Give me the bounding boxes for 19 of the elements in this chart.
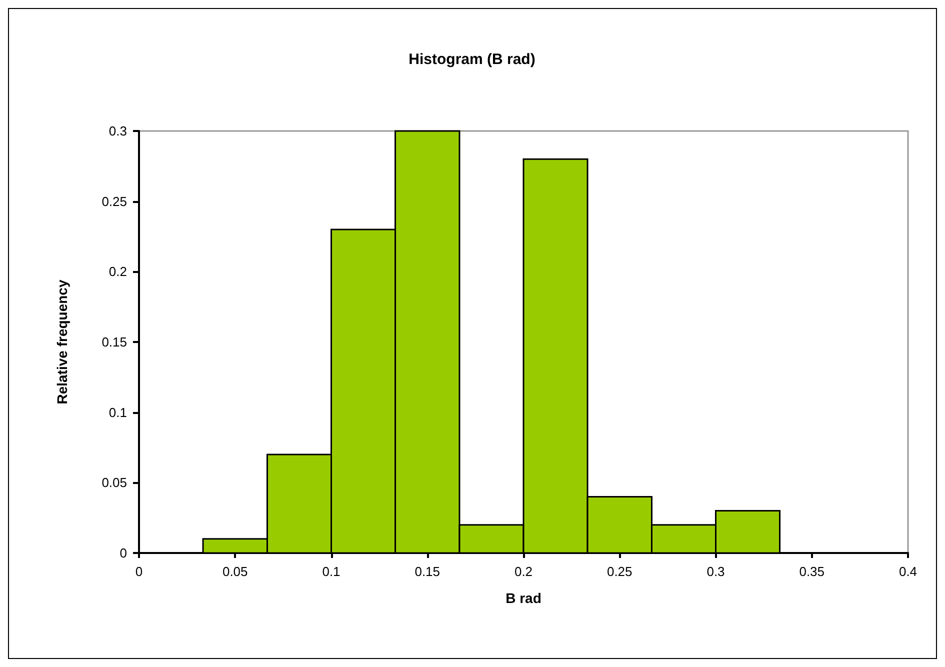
x-tick-label: 0: [135, 564, 143, 579]
x-tick-label: 0.1: [322, 564, 340, 579]
x-tick-label: 0.15: [414, 564, 440, 579]
x-tick-label: 0.3: [706, 564, 725, 579]
x-tick-label: 0.25: [606, 564, 632, 579]
y-tick-label: 0.2: [108, 264, 127, 280]
y-tick-label: 0.05: [102, 475, 127, 490]
x-tick-label: 0.35: [799, 564, 825, 579]
y-tick-label: 0.1: [108, 404, 127, 420]
y-tick-label: 0.15: [102, 334, 127, 350]
y-tick-label: 0: [120, 546, 127, 560]
y-tick-label: 0.25: [102, 194, 127, 209]
chart-title: Histogram (B rad): [408, 51, 536, 68]
x-tick-label: 0.2: [514, 564, 533, 579]
y-tick-label: 0.3: [108, 124, 127, 138]
y-axis-title: Relative frequency: [54, 280, 70, 404]
x-tick-label: 0.05: [222, 564, 248, 579]
x-tick-label: 0.4: [898, 564, 918, 579]
x-axis-title: B rad: [506, 590, 542, 606]
